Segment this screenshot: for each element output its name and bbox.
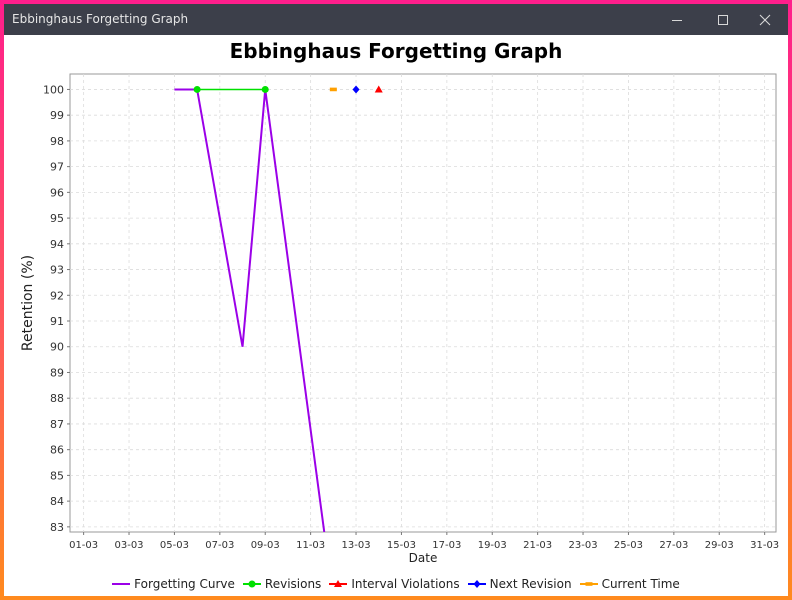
x-tick-label: 05-03 [160, 540, 189, 551]
legend-label: Interval Violations [351, 577, 460, 591]
legend-item-forgetting-curve: Forgetting Curve [112, 577, 235, 591]
y-tick-label: 93 [50, 264, 64, 277]
plot-series-group [174, 85, 383, 532]
y-tick-label: 89 [50, 366, 64, 379]
legend-label: Current Time [601, 577, 680, 591]
x-tick-label: 13-03 [342, 540, 371, 551]
legend-label: Forgetting Curve [134, 577, 235, 591]
minimize-button[interactable] [654, 4, 700, 35]
y-tick-label: 91 [50, 315, 64, 328]
next-revision-point [352, 85, 360, 94]
revisions-point [193, 85, 201, 93]
y-tick-label: 86 [50, 444, 64, 457]
y-axis-label: Retention (%) [20, 255, 36, 351]
title-bar[interactable]: Ebbinghaus Forgetting Graph [4, 4, 788, 35]
x-tick-label: 21-03 [523, 540, 552, 551]
legend-swatch-marker [585, 582, 593, 586]
x-tick-label: 29-03 [705, 540, 734, 551]
x-tick-label: 11-03 [296, 540, 325, 551]
app-window: Ebbinghaus Forgetting Graph 83 84 85 86 87 88… [4, 4, 788, 596]
legend-swatch [467, 580, 486, 588]
y-tick-label: 83 [50, 521, 64, 534]
window-title: Ebbinghaus Forgetting Graph [12, 12, 189, 26]
y-tick-label: 90 [50, 341, 64, 354]
current-time-point [329, 87, 337, 92]
legend-swatch [242, 580, 261, 588]
legend-swatch-marker [248, 580, 256, 588]
chart-title: Ebbinghaus Forgetting Graph [229, 39, 563, 63]
maximize-button[interactable] [700, 4, 746, 35]
y-tick-label: 92 [50, 289, 64, 302]
x-tick-label: 19-03 [478, 540, 507, 551]
x-tick-label: 17-03 [432, 540, 461, 551]
y-tick-label: 94 [50, 238, 64, 251]
close-button[interactable] [742, 4, 788, 35]
y-tick-label: 97 [50, 161, 64, 174]
y-tick-label: 96 [50, 186, 64, 199]
legend-item-current-time: Current Time [579, 577, 680, 591]
x-tick-label: 09-03 [251, 540, 280, 551]
legend-item-next-revision: Next Revision [467, 577, 572, 591]
y-tick-label: 95 [50, 212, 64, 225]
y-tick-label: 87 [50, 418, 64, 431]
legend-item-revisions: Revisions [242, 577, 322, 591]
chart-plot: 83 84 85 86 87 88 89 90 91 92 93 94 95 96 97 98 99 100 01-… [20, 73, 779, 565]
legend-swatch [579, 582, 598, 586]
legend-swatch-marker [334, 580, 343, 587]
x-tick-label: 07-03 [205, 540, 234, 551]
y-tick-label: 100 [43, 83, 64, 96]
y-tick-label: 99 [50, 109, 64, 122]
x-tick-label: 15-03 [387, 540, 416, 551]
y-tick-label: 98 [50, 135, 64, 148]
legend-item-interval-violations: Interval Violations [329, 577, 460, 591]
x-tick-label: 31-03 [750, 540, 779, 551]
plot-background [69, 73, 777, 533]
forgetting-curve-line [174, 88, 326, 532]
x-tick-label: 01-03 [69, 540, 98, 551]
revisions-point [261, 85, 269, 93]
x-tick-label: 23-03 [569, 540, 598, 551]
y-tick-label: 88 [50, 392, 64, 405]
legend-swatch-marker [473, 580, 481, 588]
x-tick-label: 27-03 [659, 540, 688, 551]
close-icon [759, 14, 771, 25]
minimize-icon [672, 19, 682, 21]
y-tick-label: 85 [50, 469, 64, 482]
legend-label: Next Revision [489, 577, 572, 591]
chart-legend: Forgetting Curve Revisions Interval Violat… [4, 577, 788, 591]
x-tick-label: 03-03 [114, 540, 143, 551]
legend-swatch [329, 580, 348, 587]
chart-area: 83 84 85 86 87 88 89 90 91 92 93 94 95 96 97 98 99 100 01-… [4, 35, 788, 596]
interval-violations-point [374, 85, 383, 93]
maximize-icon [718, 14, 728, 25]
x-axis-label: Date [409, 551, 438, 565]
legend-label: Revisions [264, 577, 322, 591]
y-tick-label: 84 [50, 495, 64, 508]
x-tick-label: 25-03 [614, 540, 643, 551]
legend-swatch [112, 583, 131, 585]
